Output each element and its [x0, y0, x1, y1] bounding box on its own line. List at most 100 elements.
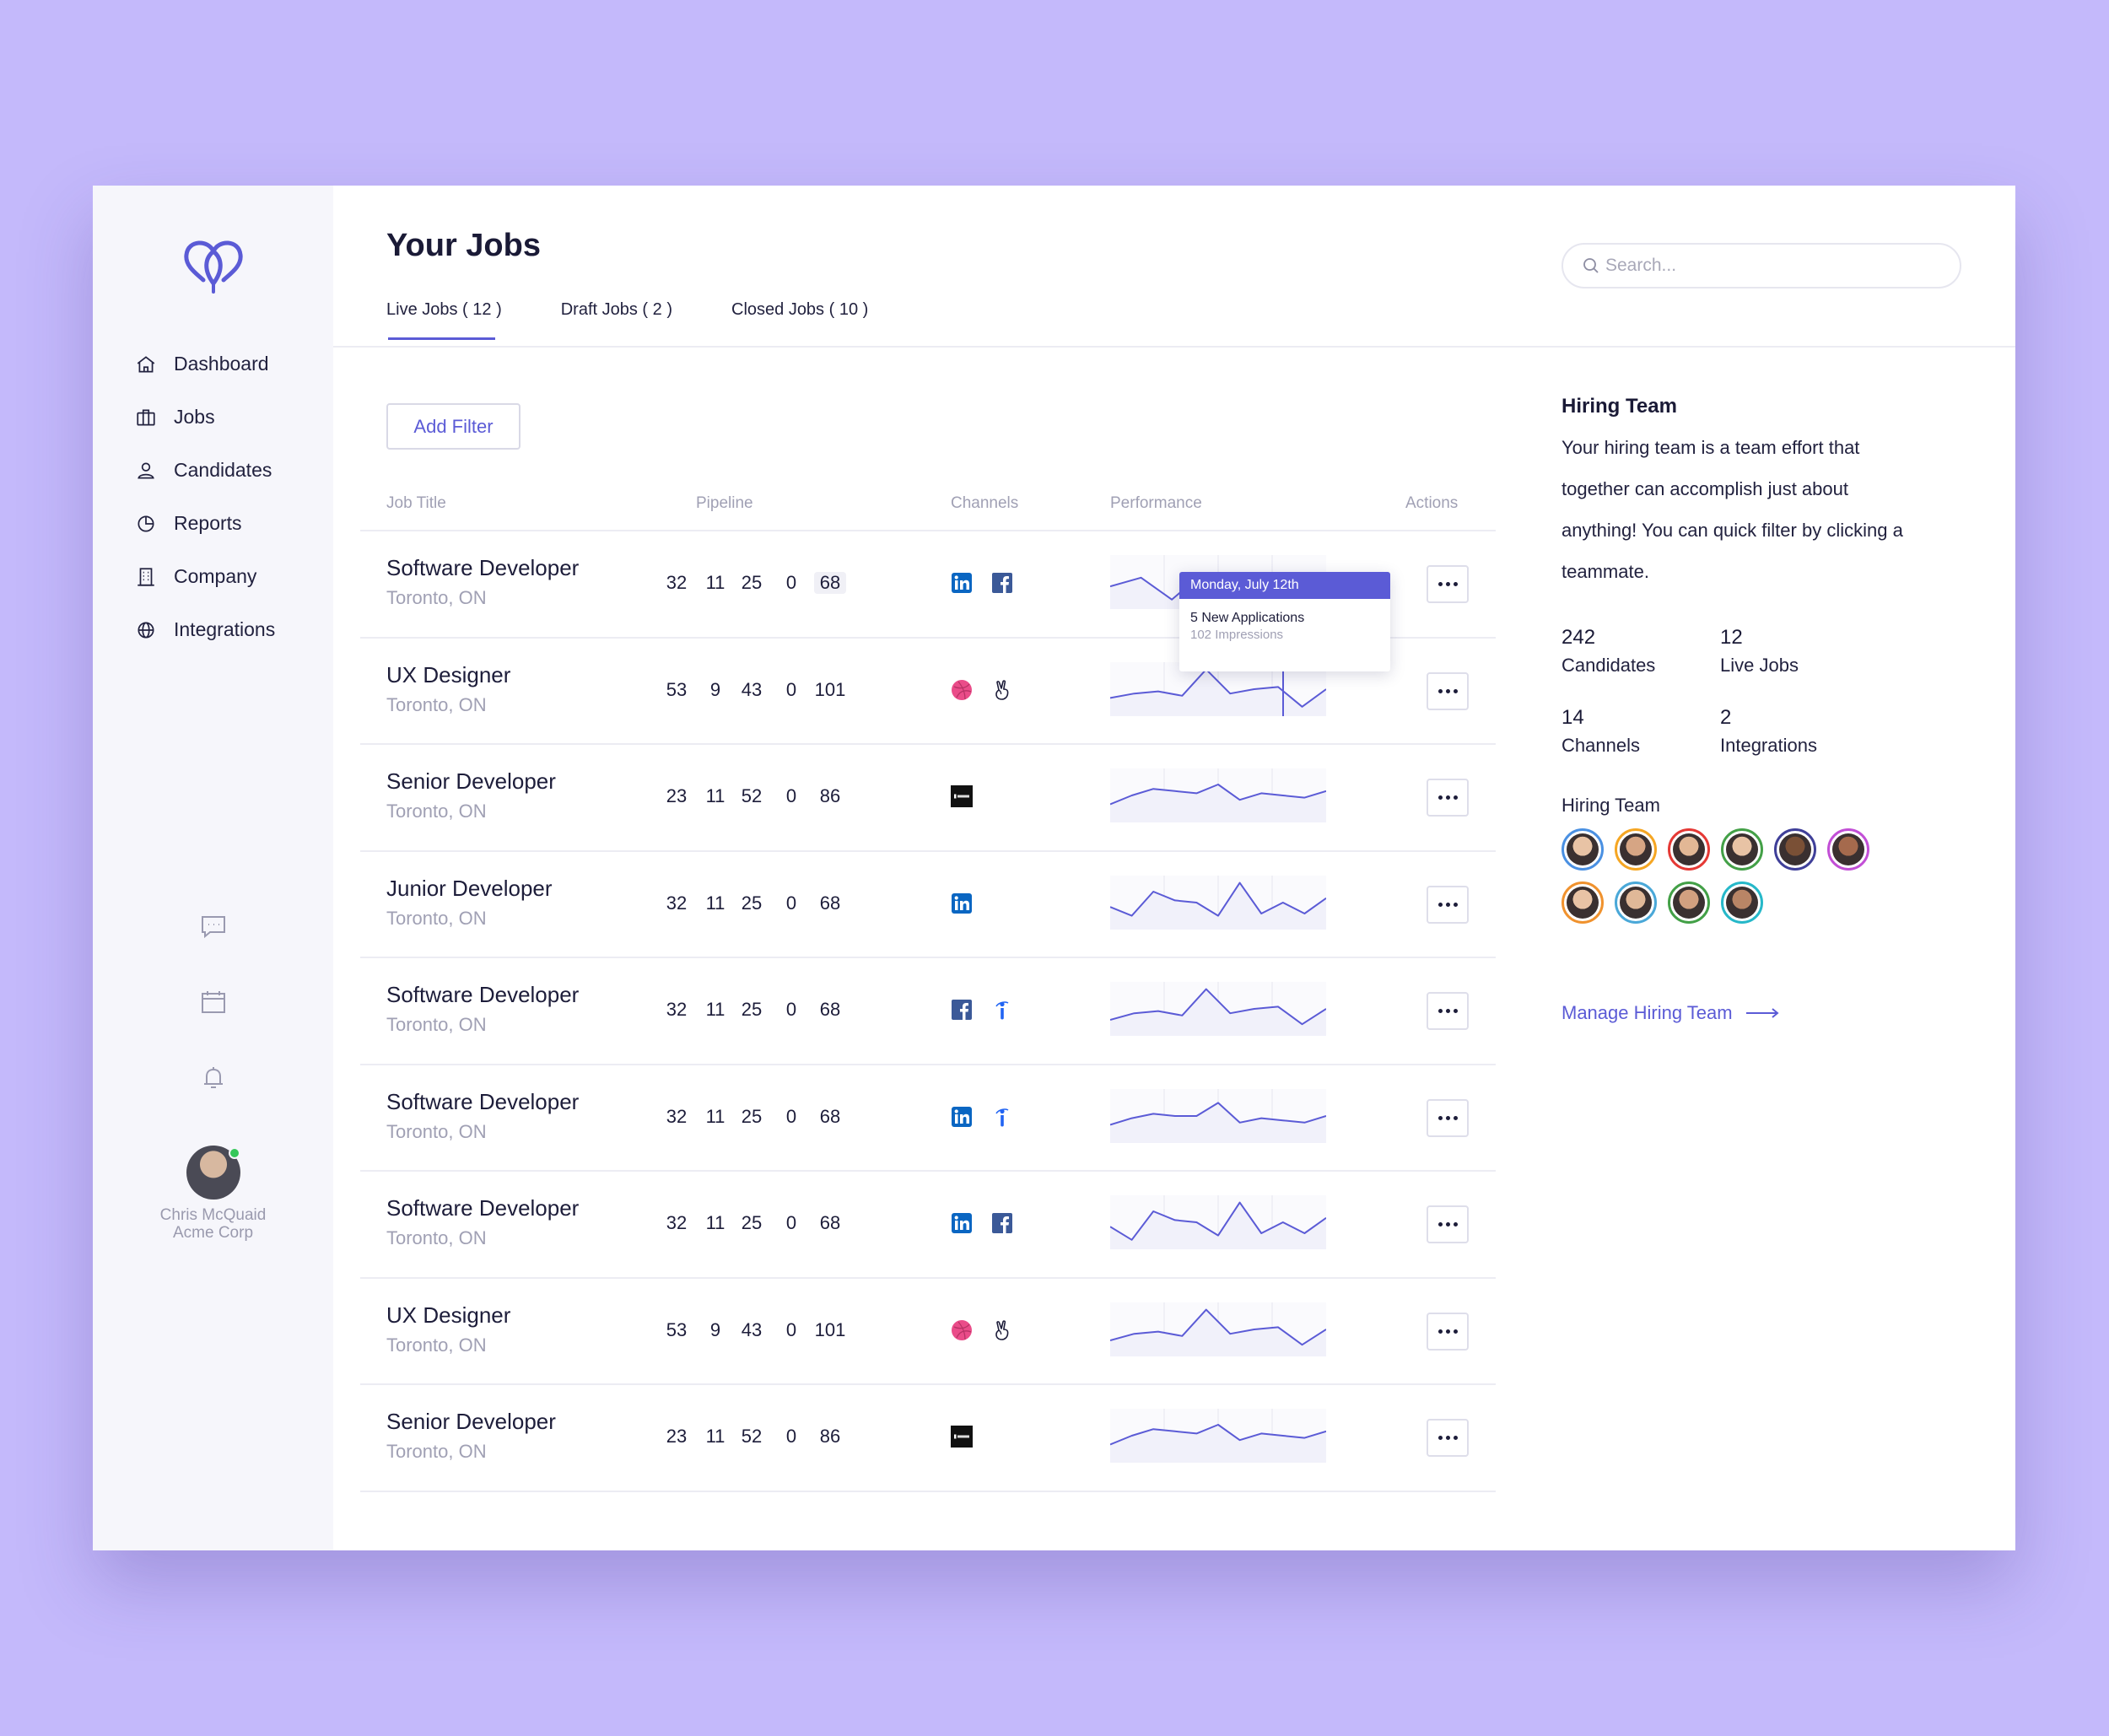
table-row[interactable]: Software Developer Toronto, ON 32 11 25 0 68	[360, 958, 1496, 1065]
pipeline-count[interactable]: 9	[709, 678, 721, 700]
pipeline-count[interactable]: 0	[785, 572, 797, 593]
chat-icon[interactable]	[198, 911, 229, 941]
job-title[interactable]: Software Developer	[386, 982, 580, 1007]
linkedin-icon[interactable]	[951, 1212, 973, 1234]
indeed-icon[interactable]	[991, 999, 1013, 1021]
user-profile[interactable]: Chris McQuaid Acme Corp	[93, 1146, 333, 1242]
more-actions-button[interactable]	[1427, 1419, 1469, 1457]
pipeline-count[interactable]: 68	[819, 1212, 841, 1233]
pipeline-count[interactable]: 25	[741, 572, 763, 593]
more-actions-button[interactable]	[1427, 885, 1469, 924]
table-row[interactable]: UX Designer Toronto, ON 53 9 43 0 101	[360, 639, 1496, 745]
pipeline-count[interactable]: 11	[705, 999, 725, 1020]
pipeline-count[interactable]: 101	[814, 678, 846, 700]
facebook-icon[interactable]	[951, 999, 973, 1021]
job-title[interactable]: UX Designer	[386, 661, 511, 687]
pipeline-count[interactable]: 68	[819, 999, 841, 1020]
facebook-icon[interactable]	[991, 1212, 1013, 1234]
teammate-avatar[interactable]	[1615, 881, 1657, 924]
dribbble-icon[interactable]	[951, 679, 973, 701]
sidebar-item-reports[interactable]: Reports	[135, 497, 275, 550]
pipeline-count[interactable]: 86	[819, 785, 841, 806]
pipeline-count[interactable]: 86	[819, 1426, 841, 1447]
job-title[interactable]: Software Developer	[386, 1195, 580, 1221]
sidebar-item-dashboard[interactable]: Dashboard	[135, 337, 275, 391]
job-title[interactable]: Junior Developer	[386, 875, 553, 901]
performance-sparkline[interactable]	[1110, 1409, 1326, 1463]
performance-sparkline[interactable]	[1110, 1302, 1326, 1356]
more-actions-button[interactable]	[1427, 1098, 1469, 1137]
teammate-avatar[interactable]	[1668, 881, 1710, 924]
sidebar-item-jobs[interactable]: Jobs	[135, 391, 275, 444]
pipeline-count[interactable]: 52	[741, 785, 763, 806]
calendar-icon[interactable]	[198, 987, 229, 1017]
job-title[interactable]: UX Designer	[386, 1302, 511, 1328]
more-actions-button[interactable]	[1427, 1205, 1469, 1243]
pipeline-count[interactable]: 68	[819, 1105, 841, 1127]
pipeline-count[interactable]: 0	[785, 1426, 797, 1447]
dribbble-icon[interactable]	[951, 1319, 973, 1341]
sidebar-item-candidates[interactable]: Candidates	[135, 444, 275, 497]
avatar[interactable]	[186, 1146, 240, 1200]
angellist-icon[interactable]	[991, 679, 1013, 701]
pipeline-count[interactable]: 23	[666, 785, 688, 806]
linkedin-icon[interactable]	[951, 572, 973, 594]
bell-icon[interactable]	[198, 1063, 229, 1093]
sidebar-item-company[interactable]: Company	[135, 550, 275, 603]
pipeline-count[interactable]: 52	[741, 1426, 763, 1447]
teammate-avatar[interactable]	[1774, 828, 1816, 871]
pipeline-count[interactable]: 0	[785, 1105, 797, 1127]
pipeline-count[interactable]: 0	[785, 785, 797, 806]
pipeline-count[interactable]: 11	[705, 1212, 725, 1233]
performance-sparkline[interactable]	[1110, 875, 1326, 930]
pipeline-count[interactable]: 25	[741, 892, 763, 914]
pipeline-count[interactable]: 32	[666, 892, 688, 914]
pipeline-count[interactable]: 0	[785, 1212, 797, 1233]
pipeline-count[interactable]: 68	[819, 892, 841, 914]
linkedin-icon[interactable]	[951, 1106, 973, 1128]
tab-closed-jobs[interactable]: Closed Jobs ( 10 )	[731, 300, 869, 319]
teammate-avatar[interactable]	[1721, 881, 1763, 924]
search-box[interactable]	[1562, 243, 1961, 288]
pipeline-count[interactable]: 43	[741, 1318, 763, 1340]
pipeline-count[interactable]: 53	[666, 1318, 688, 1340]
teammate-avatar[interactable]	[1668, 828, 1710, 871]
pipeline-count[interactable]: 32	[666, 1105, 688, 1127]
performance-sparkline[interactable]	[1110, 1088, 1326, 1143]
pipeline-count[interactable]: 25	[741, 999, 763, 1020]
tab-draft-jobs[interactable]: Draft Jobs ( 2 )	[560, 300, 672, 319]
pipeline-count[interactable]: 25	[741, 1105, 763, 1127]
pipeline-count[interactable]: 43	[741, 678, 763, 700]
performance-sparkline[interactable]	[1110, 982, 1326, 1036]
teammate-avatar[interactable]	[1721, 828, 1763, 871]
pipeline-count[interactable]: 53	[666, 678, 688, 700]
pipeline-count[interactable]: 68	[814, 572, 846, 594]
pipeline-count[interactable]: 11	[705, 1426, 725, 1447]
job-title[interactable]: Senior Developer	[386, 768, 556, 794]
job-title[interactable]: Software Developer	[386, 555, 580, 580]
more-actions-button[interactable]	[1427, 992, 1469, 1030]
table-row[interactable]: UX Designer Toronto, ON 53 9 43 0 101	[360, 1279, 1496, 1385]
performance-sparkline[interactable]	[1110, 1195, 1326, 1249]
table-row[interactable]: Junior Developer Toronto, ON 32 11 25 0 68	[360, 852, 1496, 958]
add-filter-button[interactable]: Add Filter	[386, 403, 521, 450]
more-actions-button[interactable]	[1427, 779, 1469, 817]
pipeline-count[interactable]: 25	[741, 1212, 763, 1233]
linkedin-icon[interactable]	[951, 892, 973, 914]
pipeline-count[interactable]: 0	[785, 1318, 797, 1340]
teammate-avatar[interactable]	[1827, 828, 1869, 871]
table-row[interactable]: Senior Developer Toronto, ON 23 11 52 0 86	[360, 745, 1496, 852]
pipeline-count[interactable]: 32	[666, 572, 688, 593]
table-row[interactable]: Software Developer Toronto, ON 32 11 25 0 68	[360, 1172, 1496, 1279]
pipeline-count[interactable]: 9	[709, 1318, 721, 1340]
teammate-avatar[interactable]	[1562, 828, 1604, 871]
search-input[interactable]	[1605, 256, 1943, 276]
more-actions-button[interactable]	[1427, 565, 1469, 603]
pipeline-count[interactable]: 32	[666, 1212, 688, 1233]
job-title[interactable]: Senior Developer	[386, 1409, 556, 1434]
ajok-logo-icon[interactable]	[951, 785, 973, 807]
pipeline-count[interactable]: 0	[785, 999, 797, 1020]
pipeline-count[interactable]: 23	[666, 1426, 688, 1447]
pipeline-count[interactable]: 11	[705, 572, 725, 593]
facebook-icon[interactable]	[991, 572, 1013, 594]
